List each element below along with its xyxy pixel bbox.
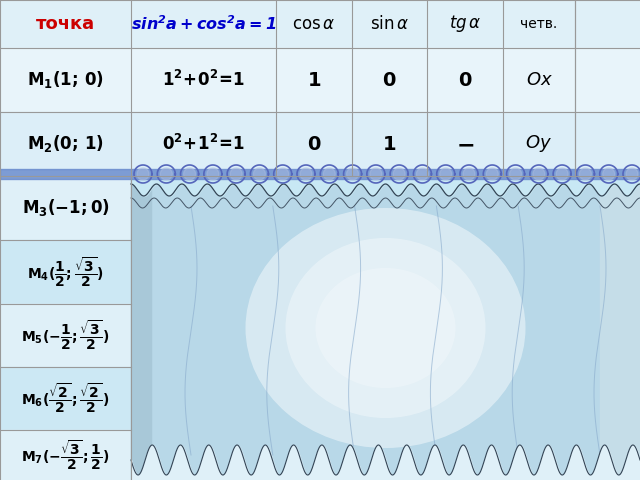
Polygon shape	[0, 169, 640, 179]
Polygon shape	[0, 0, 640, 48]
Text: $\mathbf{1}$: $\mathbf{1}$	[307, 71, 321, 89]
Text: четв.: четв.	[520, 17, 557, 31]
Polygon shape	[0, 304, 131, 367]
Polygon shape	[276, 168, 289, 180]
Text: $\mathbf{0}$: $\mathbf{0}$	[458, 71, 472, 89]
Polygon shape	[131, 176, 151, 480]
Polygon shape	[486, 168, 499, 180]
Text: точка: точка	[36, 15, 95, 33]
Text: $\mathit{Oy}$: $\mathit{Oy}$	[525, 133, 552, 155]
Polygon shape	[0, 112, 640, 176]
Polygon shape	[230, 168, 242, 180]
Text: $\mathbf{1^2\!+\!0^2\!=\!1}$: $\mathbf{1^2\!+\!0^2\!=\!1}$	[162, 70, 245, 90]
Polygon shape	[0, 176, 131, 240]
Polygon shape	[440, 168, 452, 180]
Polygon shape	[509, 168, 522, 180]
Text: $\mathit{Ox}$: $\mathit{Ox}$	[525, 71, 552, 89]
Polygon shape	[160, 168, 172, 180]
Polygon shape	[370, 168, 382, 180]
Polygon shape	[533, 168, 545, 180]
Polygon shape	[393, 168, 405, 180]
Polygon shape	[0, 430, 131, 480]
Text: $\mathbf{M_4(\dfrac{1}{2};\dfrac{\sqrt{3}}{2})}$: $\mathbf{M_4(\dfrac{1}{2};\dfrac{\sqrt{3…	[27, 255, 104, 288]
Text: $\sin\alpha$: $\sin\alpha$	[370, 15, 409, 33]
Text: $\mathbf{1}$: $\mathbf{1}$	[382, 134, 397, 154]
Text: $\bfit{sin^2a + cos^2a = 1}$: $\bfit{sin^2a + cos^2a = 1}$	[131, 15, 276, 33]
Text: $\mathbf{M_5(-\dfrac{1}{2};\dfrac{\sqrt{3}}{2})}$: $\mathbf{M_5(-\dfrac{1}{2};\dfrac{\sqrt{…	[21, 319, 109, 352]
Polygon shape	[0, 48, 640, 112]
Text: $\mathbf{M_2(0;\,1)}$: $\mathbf{M_2(0;\,1)}$	[27, 133, 104, 155]
Polygon shape	[207, 168, 219, 180]
Text: $\mathbf{M_6(\dfrac{\sqrt{2}}{2};\dfrac{\sqrt{2}}{2})}$: $\mathbf{M_6(\dfrac{\sqrt{2}}{2};\dfrac{…	[21, 382, 109, 415]
Text: $\mathbf{0^2\!+\!1^2\!=\!1}$: $\mathbf{0^2\!+\!1^2\!=\!1}$	[162, 134, 245, 154]
Polygon shape	[603, 168, 614, 180]
Text: $\mathbf{0}$: $\mathbf{0}$	[307, 134, 321, 154]
Polygon shape	[131, 176, 640, 480]
Polygon shape	[600, 176, 640, 480]
Text: $\cos\alpha$: $\cos\alpha$	[292, 15, 336, 33]
Polygon shape	[347, 168, 358, 180]
Polygon shape	[0, 367, 131, 430]
Polygon shape	[323, 168, 335, 180]
Polygon shape	[137, 168, 149, 180]
Polygon shape	[184, 168, 196, 180]
Polygon shape	[253, 168, 266, 180]
Polygon shape	[463, 168, 475, 180]
Text: $\mathbf{-}$: $\mathbf{-}$	[456, 134, 474, 154]
Polygon shape	[579, 168, 591, 180]
Polygon shape	[300, 168, 312, 180]
Ellipse shape	[285, 238, 486, 418]
Polygon shape	[0, 240, 131, 304]
Text: $\mathbf{M_7(-\dfrac{\sqrt{3}}{2};\dfrac{1}{2})}$: $\mathbf{M_7(-\dfrac{\sqrt{3}}{2};\dfrac…	[21, 438, 109, 471]
Text: $\mathbf{0}$: $\mathbf{0}$	[382, 71, 397, 89]
Ellipse shape	[316, 268, 456, 388]
Polygon shape	[626, 168, 638, 180]
Polygon shape	[417, 168, 428, 180]
Text: $tg\,\alpha$: $tg\,\alpha$	[449, 13, 481, 35]
Text: $\mathbf{M_3(-1;0)}$: $\mathbf{M_3(-1;0)}$	[22, 197, 109, 218]
Text: $\mathbf{M_1(1;\,0)}$: $\mathbf{M_1(1;\,0)}$	[27, 70, 104, 91]
Polygon shape	[556, 168, 568, 180]
Ellipse shape	[246, 208, 525, 448]
